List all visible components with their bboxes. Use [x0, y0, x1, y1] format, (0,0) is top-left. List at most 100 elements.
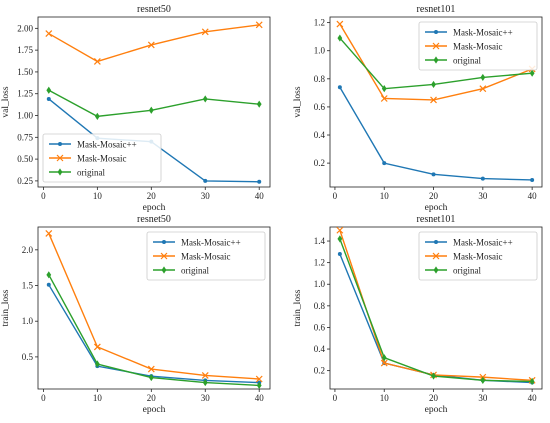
legend-marker	[56, 154, 64, 162]
x-axis-label: epoch	[425, 405, 448, 415]
x-tick-label: 20	[429, 191, 439, 201]
legend-marker	[433, 56, 439, 64]
legend-marker	[434, 240, 438, 244]
legend-entry: Mask-Mosaic++	[181, 238, 241, 248]
x-axis-label: epoch	[143, 405, 166, 415]
data-point	[255, 21, 263, 29]
chart-panel-3: resnet50 0 10 20 30 40 0.5 1.0 1.5 2.0 epoch train_…	[1, 214, 271, 415]
x-tick-label: 20	[147, 191, 157, 201]
data-point	[479, 85, 487, 93]
y-axis-label: val_loss	[1, 86, 11, 117]
legend: Mask-Mosaic++ Mask-Mosaic original	[418, 231, 538, 281]
legend-entry: Mask-Mosaic	[77, 154, 127, 164]
legend: Mask-Mosaic++ Mask-Mosaic original	[418, 21, 538, 71]
data-point	[382, 161, 387, 166]
y-tick-label: 0.2	[314, 366, 325, 376]
series-original	[46, 271, 262, 390]
legend-marker	[434, 30, 438, 34]
x-tick-label: 0	[41, 393, 46, 403]
legend-marker	[433, 266, 439, 274]
chart-title: resnet101	[417, 4, 456, 15]
y-tick-label: 2.0	[22, 245, 34, 255]
plot-frame	[329, 226, 543, 390]
data-point	[257, 179, 262, 184]
data-point	[46, 96, 51, 101]
x-tick-label: 30	[201, 393, 211, 403]
data-point	[337, 34, 343, 42]
x-tick-label: 40	[255, 191, 265, 201]
series-mask-mosaic	[45, 21, 263, 65]
y-tick-label: 1.5	[22, 281, 34, 291]
data-point	[94, 112, 100, 120]
legend-entry: original	[77, 168, 105, 178]
chart-panel-4: resnet101 0 10 20 30 40 0.2 0.4 0.6 0.8 1.0 1.2 1.4 e…	[293, 214, 543, 415]
y-tick-label: 0.2	[314, 158, 325, 168]
chart-panel-2: resnet101 0 10 20 30 40 0.2 0.4 0.6 0.8 1.0 1.2 epoc…	[293, 4, 543, 213]
legend-entry: Mask-Mosaic	[181, 252, 231, 262]
data-point	[480, 73, 486, 82]
x-tick-label: 10	[93, 191, 103, 201]
data-point	[201, 28, 209, 36]
x-tick-label: 30	[478, 191, 488, 201]
x-tick-label: 0	[41, 191, 46, 201]
data-point	[431, 372, 436, 380]
data-point	[431, 80, 436, 89]
chart-panel-1: resnet50 0 10 20 30 40 0.25 0.50 0.75 1.00 1.25 1.5…	[1, 4, 271, 213]
y-tick-label: 1.2	[314, 18, 325, 28]
legend-entry: Mask-Mosaic++	[77, 140, 137, 150]
legend-entry: Mask-Mosaic++	[453, 28, 513, 38]
y-tick-label: 0.50	[17, 154, 33, 164]
series-mask-mosaicplusplus	[337, 85, 535, 182]
x-axis-label: epoch	[425, 203, 448, 213]
data-point	[337, 252, 342, 256]
data-point	[202, 378, 208, 387]
data-point	[529, 377, 535, 386]
chart-title: resnet50	[137, 4, 171, 15]
legend-marker	[432, 42, 440, 50]
legend-entry: original	[181, 266, 209, 276]
chart-title: resnet50	[137, 214, 171, 225]
x-tick-label: 30	[201, 191, 211, 201]
data-point	[256, 381, 262, 390]
data-point	[337, 235, 343, 243]
x-axis-label: epoch	[143, 203, 166, 213]
x-tick-label: 0	[333, 393, 338, 403]
data-point	[147, 365, 155, 373]
y-axis-label: train_loss	[1, 289, 11, 326]
data-point	[480, 376, 486, 384]
data-point	[256, 100, 262, 108]
y-tick-label: 1.00	[17, 111, 33, 121]
y-axis-label: val_loss	[293, 86, 303, 117]
series-mask-mosaic	[45, 229, 263, 383]
x-tick-label: 10	[380, 393, 390, 403]
data-point	[45, 229, 53, 237]
data-point	[380, 359, 388, 367]
x-tick-label: 30	[478, 393, 488, 403]
legend-entry: Mask-Mosaic++	[453, 238, 513, 248]
legend-marker	[57, 168, 63, 176]
data-point	[255, 375, 263, 383]
x-tick-label: 40	[255, 393, 265, 403]
data-point	[381, 85, 387, 93]
y-tick-label: 1.2	[314, 258, 325, 268]
series-line	[48, 24, 260, 63]
series-original	[46, 86, 262, 120]
x-tick-label: 10	[380, 191, 390, 201]
data-point	[530, 177, 535, 182]
legend: Mask-Mosaic++ Mask-Mosaic original	[146, 231, 266, 281]
data-point	[202, 95, 208, 103]
y-tick-label: 0.4	[314, 130, 326, 140]
data-point	[336, 226, 344, 234]
y-tick-label: 1.0	[22, 316, 34, 326]
legend-marker	[161, 266, 167, 274]
y-tick-label: 0.75	[17, 132, 33, 142]
data-point	[46, 282, 51, 287]
y-tick-label: 0.25	[17, 176, 33, 186]
legend-entry: Mask-Mosaic	[453, 42, 503, 52]
y-tick-label: 0.6	[314, 102, 326, 112]
y-tick-label: 1.75	[17, 45, 33, 55]
y-tick-label: 0.8	[314, 74, 326, 84]
y-tick-label: 1.0	[314, 46, 326, 56]
y-tick-label: 0.5	[22, 352, 34, 362]
data-point	[93, 343, 101, 351]
